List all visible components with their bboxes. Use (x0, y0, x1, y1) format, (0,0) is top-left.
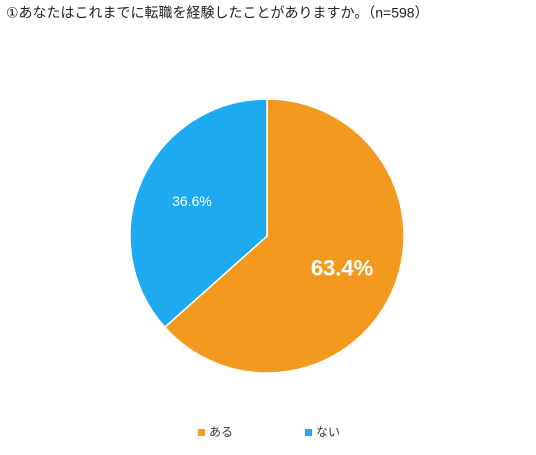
pie-slice (129, 98, 268, 329)
legend-swatch (305, 429, 312, 436)
data-label: 36.6% (172, 193, 212, 209)
pie-slice (163, 98, 405, 374)
legend-label: ある (209, 425, 233, 439)
chart-title: ①あなたはこれまでに転職を経験したことがありますか。（n=598） (6, 5, 429, 21)
data-label: 63.4% (311, 255, 373, 280)
legend-label: ない (316, 425, 340, 439)
legend-swatch (198, 429, 205, 436)
